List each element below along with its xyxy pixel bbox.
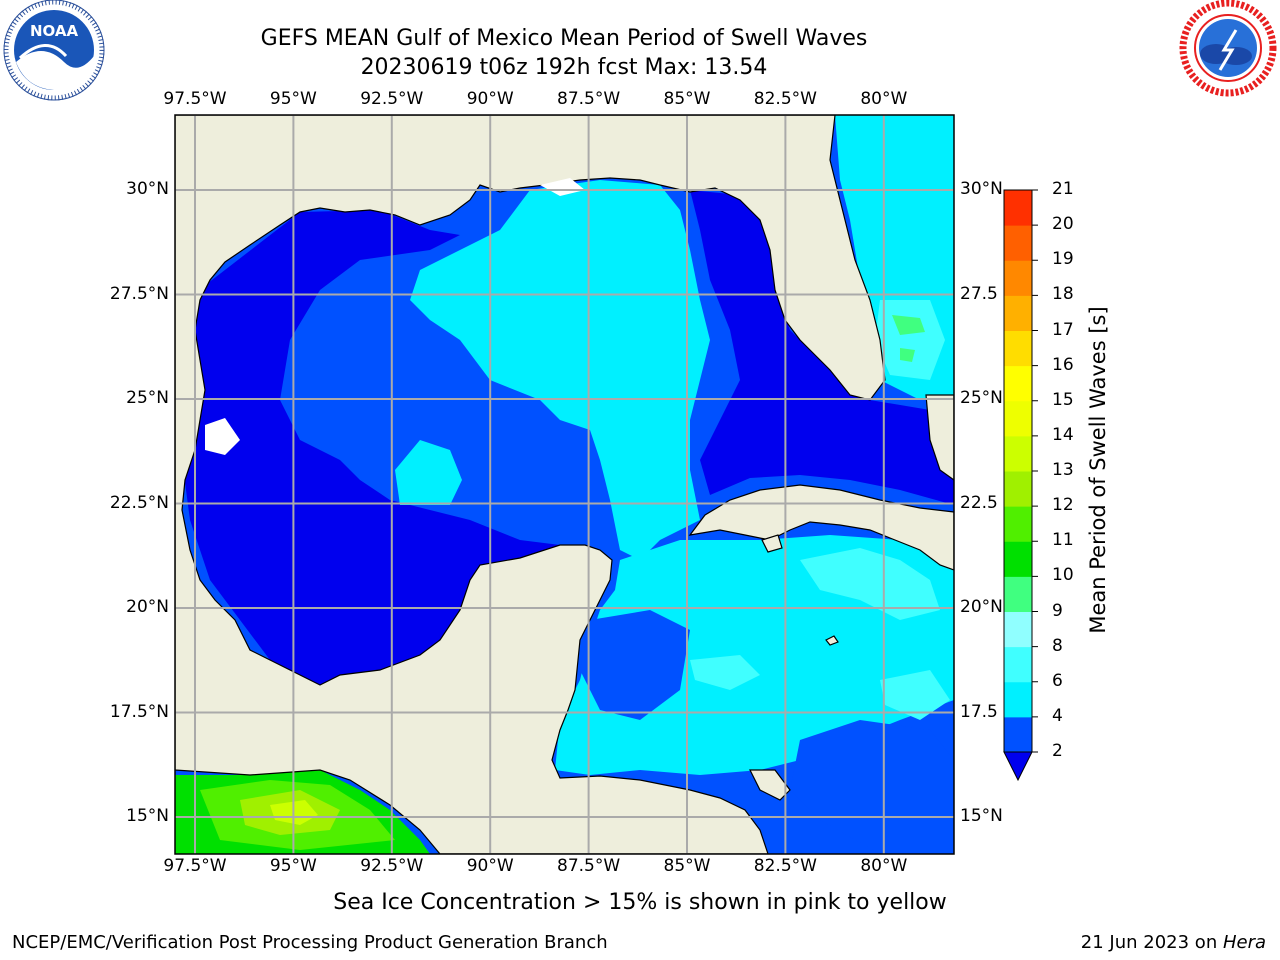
noaa-logo-icon: NOAA xyxy=(3,0,105,101)
nws-logo-icon xyxy=(1179,0,1277,97)
swell-region-cyan-central xyxy=(410,180,710,560)
colorbar-tick-label: 9 xyxy=(1052,600,1063,621)
colorbar-tick-label: 12 xyxy=(1052,495,1074,516)
map-frame xyxy=(174,114,955,855)
colorbar-tick-label: 16 xyxy=(1052,354,1074,375)
lat-tick-label-right: 27.5 xyxy=(960,283,998,304)
colorbar-segment xyxy=(1004,716,1032,753)
land-cayman xyxy=(825,635,839,646)
colorbar-segment xyxy=(1004,681,1032,718)
colorbar-segment xyxy=(1004,365,1032,402)
colorbar-segment xyxy=(1004,435,1032,472)
gridlines xyxy=(175,115,954,854)
chart-title: GEFS MEAN Gulf of Mexico Mean Period of … xyxy=(260,26,868,51)
lon-tick-label-bottom: 87.5°W xyxy=(557,856,621,876)
land-masses xyxy=(175,115,954,854)
footer-host: Hera xyxy=(1222,932,1266,953)
lon-tick-label-bottom: 97.5°W xyxy=(163,856,227,876)
land-isla-juventud xyxy=(761,534,783,553)
lat-tick-label-right: 30°N xyxy=(960,179,1003,199)
swell-region-dark-east xyxy=(690,190,954,505)
swell-region-dark-west xyxy=(180,210,560,690)
lon-tick-label-bottom: 85°W xyxy=(663,856,711,876)
footer-date-text: 21 Jun 2023 on xyxy=(1080,932,1223,953)
lon-tick-label-top: 95°W xyxy=(269,89,317,109)
colorbar-tick-label: 6 xyxy=(1052,670,1063,691)
colorbar-tick-label: 8 xyxy=(1052,635,1063,656)
missing-data-patch-1 xyxy=(205,418,240,455)
lon-tick-label-bottom: 90°W xyxy=(466,856,514,876)
lon-tick-label-top: 82.5°W xyxy=(753,89,817,109)
colorbar-segment xyxy=(1004,611,1032,648)
colorbar-segment xyxy=(1004,260,1032,296)
colorbar-tick-label: 19 xyxy=(1052,249,1074,270)
colorbar-extend-arrow xyxy=(1003,751,1033,782)
swell-region-lightcyan-3 xyxy=(880,670,950,720)
lat-tick-label-right: 25°N xyxy=(960,388,1003,408)
lat-tick-label-left: 25°N xyxy=(126,388,169,408)
lon-tick-label-top: 92.5°W xyxy=(360,89,424,109)
colorbar-segment xyxy=(1004,400,1032,437)
colorbar-tick-label: 20 xyxy=(1052,214,1074,235)
land-north-america xyxy=(175,115,886,854)
missing-data-patch-2 xyxy=(540,178,585,196)
colorbar-tick-label: 4 xyxy=(1052,705,1063,726)
footer-date: 21 Jun 2023 on Hera xyxy=(1081,932,1266,953)
footer-credit: NCEP/EMC/Verification Post Processing Pr… xyxy=(12,932,608,953)
colorbar-tick-label: 13 xyxy=(1052,460,1074,480)
swell-region-lightcyan-atlantic xyxy=(875,300,945,380)
colorbar-tick-label: 2 xyxy=(1052,741,1063,761)
lon-tick-label-top: 85°W xyxy=(663,89,711,109)
colorbar-tick-label: 14 xyxy=(1052,424,1074,445)
colorbar-tick-label: 11 xyxy=(1052,530,1074,551)
colorbar-segment xyxy=(1004,576,1032,612)
noaa-logo-text: NOAA xyxy=(30,22,79,40)
colorbar-segment xyxy=(1004,506,1032,542)
colorbar-tick-label: 15 xyxy=(1052,389,1074,410)
lon-tick-label-bottom: 80°W xyxy=(860,856,908,876)
lat-tick-label-right: 20°N xyxy=(960,597,1003,617)
colorbar-segment xyxy=(1004,541,1032,577)
lon-tick-label-bottom: 92.5°W xyxy=(360,856,424,876)
colorbar-tick-label: 21 xyxy=(1052,179,1074,199)
lat-tick-label-right: 15°N xyxy=(960,806,1003,826)
colorbar-tick-label: 17 xyxy=(1052,319,1074,340)
lat-tick-label-left: 22.5°N xyxy=(109,492,169,513)
swell-region-cyan-patch xyxy=(395,440,462,505)
lon-tick-label-top: 80°W xyxy=(860,89,908,109)
swell-region-lightcyan-1 xyxy=(800,548,940,620)
lon-tick-label-top: 97.5°W xyxy=(163,89,227,109)
lat-tick-label-right: 17.5 xyxy=(960,701,998,722)
lat-tick-label-left: 30°N xyxy=(126,179,169,199)
lat-tick-label-left: 15°N xyxy=(126,806,169,826)
swell-region-blue-caribbean-2 xyxy=(790,720,954,854)
land-bahamas-1 xyxy=(925,394,954,481)
lat-tick-label-left: 20°N xyxy=(126,597,169,617)
lon-tick-label-top: 90°W xyxy=(466,89,514,109)
swell-region-blue-caribbean-1 xyxy=(580,610,690,720)
swell-region-green-atlantic xyxy=(892,315,925,362)
sea-ice-note: Sea Ice Concentration > 15% is shown in … xyxy=(333,890,947,915)
colorbar-segment xyxy=(1004,225,1032,261)
lat-tick-label-left: 17.5°N xyxy=(109,701,169,722)
lon-tick-label-top: 87.5°W xyxy=(557,89,621,109)
lat-tick-label-right: 22.5 xyxy=(960,492,998,513)
colorbar-label: Mean Period of Swell Waves [s] xyxy=(1086,306,1110,634)
colorbar-segment xyxy=(1004,330,1032,367)
swell-region-lightcyan-2 xyxy=(690,655,760,690)
lon-tick-label-bottom: 82.5°W xyxy=(753,856,817,876)
colorbar-tick-label: 18 xyxy=(1052,284,1074,305)
colorbar-tick-label: 10 xyxy=(1052,565,1074,586)
colorbar-segment xyxy=(1004,646,1032,683)
colorbar-segment xyxy=(1004,295,1032,331)
chart-subtitle: 20230619 t06z 192h fcst Max: 13.54 xyxy=(360,55,768,80)
colorbar-segment xyxy=(1004,471,1032,507)
colorbar xyxy=(1003,189,1038,782)
lat-tick-label-left: 27.5°N xyxy=(109,283,169,304)
colorbar-segment xyxy=(1004,190,1032,226)
lon-tick-label-bottom: 95°W xyxy=(269,856,317,876)
